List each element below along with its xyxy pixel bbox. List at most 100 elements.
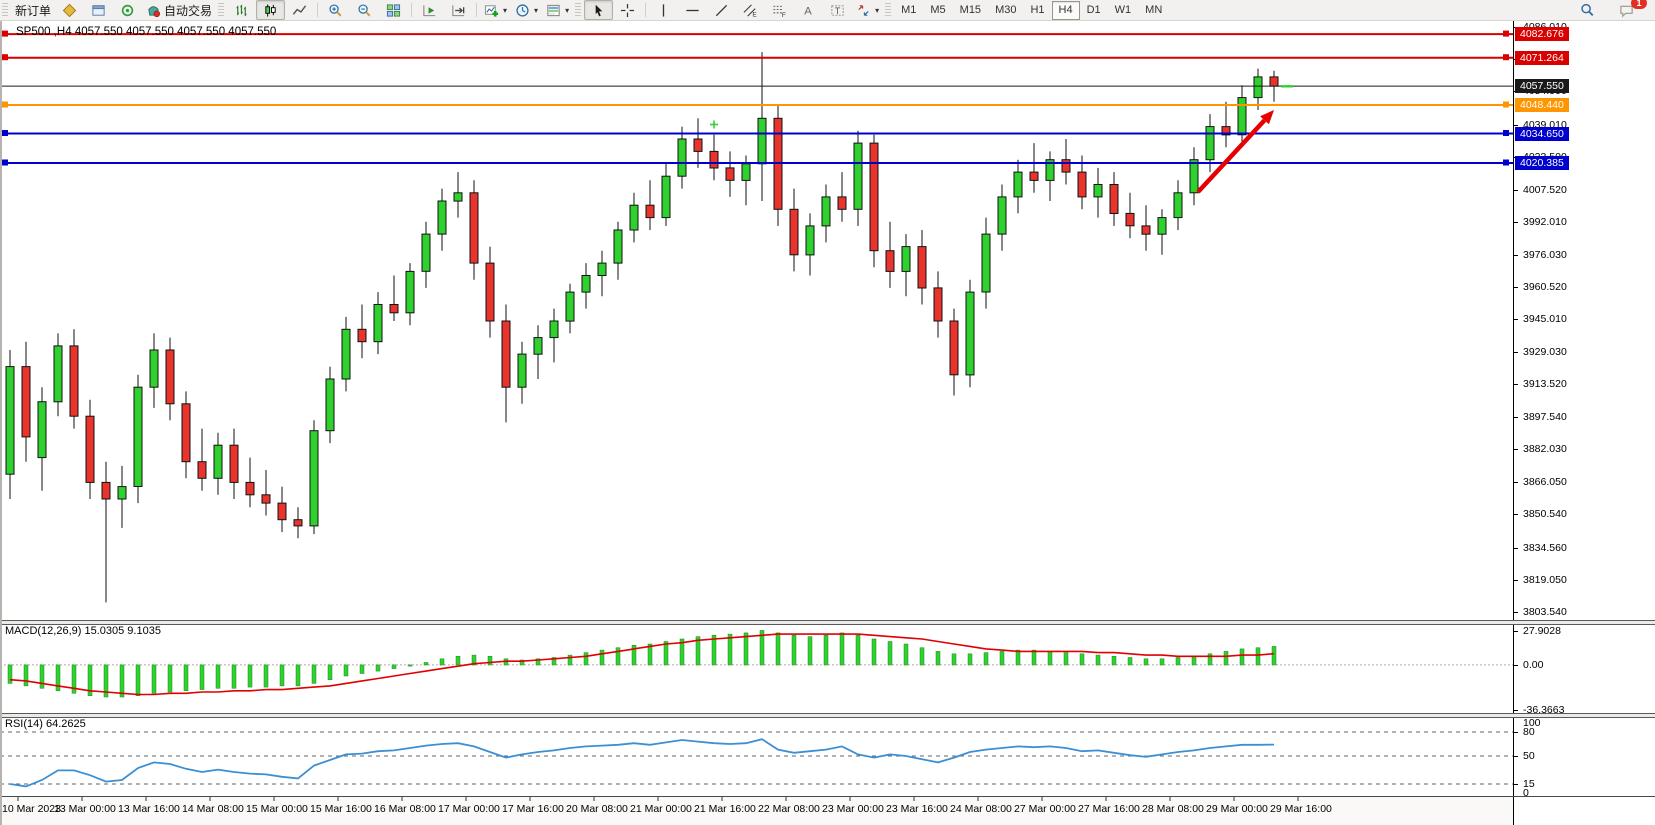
macd-histogram-bar — [71, 664, 77, 694]
main-toolbar: 新订单 自动交易 ▾ ▾ ▾ E F A T ▾ M1 M5 M15 M30 H1 H4 D1 W1 MN 1 — [0, 0, 1655, 21]
time-axis-label: 10 Mar 2023 — [2, 803, 61, 815]
tile-windows-button[interactable] — [379, 0, 408, 20]
hline-right-handle[interactable] — [1503, 54, 1509, 61]
candlestick-chart-button[interactable] — [256, 0, 286, 20]
new-order-button[interactable]: 新订单 — [11, 0, 55, 20]
macd-histogram-bar — [135, 664, 141, 696]
toolbar-separator — [317, 3, 319, 17]
tile-windows-icon — [386, 3, 401, 18]
trendline-button[interactable] — [707, 0, 736, 20]
pane-splitter-macd[interactable] — [0, 620, 1655, 625]
macd-histogram-bar — [215, 664, 221, 689]
auto-trading-button-label: 自动交易 — [164, 3, 213, 18]
auto-trading-button[interactable]: 自动交易 — [142, 0, 216, 20]
hline-right-handle[interactable] — [1503, 30, 1509, 37]
hline-left-handle[interactable] — [2, 101, 8, 108]
periods-button[interactable]: ▾ — [511, 0, 542, 20]
macd-histogram-bar — [1255, 647, 1261, 666]
hline-right-handle[interactable] — [1503, 101, 1509, 108]
timeframe-m5-button[interactable]: M5 — [930, 4, 946, 16]
indicators-button[interactable]: ▾ — [480, 0, 511, 20]
candle — [325, 366, 335, 444]
trend-arrow[interactable] — [1196, 110, 1274, 194]
dropdown-caret-icon[interactable]: ▾ — [534, 5, 539, 15]
macd-histogram-bar — [471, 654, 477, 666]
vertical-line-button[interactable] — [649, 0, 678, 20]
line-chart-icon — [292, 3, 307, 18]
dropdown-caret-icon[interactable]: ▾ — [503, 5, 508, 15]
hline-right-handle[interactable] — [1503, 159, 1509, 166]
text-icon: A — [801, 3, 816, 18]
chart-shift-button[interactable] — [444, 0, 473, 20]
candle — [1253, 68, 1263, 110]
hline-left-handle[interactable] — [2, 54, 8, 61]
timeframe-m30-button[interactable]: M30 — [995, 4, 1017, 16]
fibonacci-button[interactable]: F — [765, 0, 794, 20]
bar-chart-icon — [234, 3, 249, 18]
arrows-button[interactable]: ▾ — [852, 0, 883, 20]
search-button[interactable] — [1573, 0, 1602, 20]
auto-scroll-button[interactable] — [415, 0, 444, 20]
macd-histogram-bar — [199, 664, 205, 690]
svg-text:E: E — [752, 11, 757, 17]
price-tag: 4071.264 — [1515, 50, 1569, 65]
data-window-button[interactable] — [84, 0, 113, 20]
macd-histogram-bar — [967, 653, 973, 666]
dropdown-caret-icon[interactable]: ▾ — [875, 5, 880, 15]
time-axis-strip — [0, 797, 1655, 825]
market-watch-button[interactable] — [55, 0, 84, 20]
candle — [1093, 167, 1103, 218]
crosshair-button[interactable] — [613, 0, 642, 20]
timeframe-m15-button[interactable]: M15 — [959, 4, 982, 16]
price-tick-label: 3866.050 — [1523, 476, 1567, 489]
navigator-button[interactable] — [113, 0, 142, 20]
macd-histogram-bar — [887, 641, 893, 666]
price-tick-label: 3897.540 — [1523, 411, 1567, 424]
candle — [629, 192, 639, 243]
text-button[interactable]: A — [794, 0, 823, 20]
zoom-out-button[interactable] — [350, 0, 379, 20]
timeframe-h4-button[interactable]: H4 — [1051, 0, 1080, 20]
hline-left-handle[interactable] — [2, 159, 8, 166]
notification-badge: 1 — [1631, 0, 1647, 9]
macd-histogram-bar — [183, 664, 189, 692]
zoom-in-button[interactable] — [321, 0, 350, 20]
macd-histogram-bar — [663, 641, 669, 666]
price-tick-label: 3992.010 — [1523, 215, 1567, 228]
hline-left-handle[interactable] — [2, 130, 8, 136]
time-axis-label: 22 Mar 08:00 — [758, 803, 820, 815]
cursor-button[interactable] — [584, 0, 614, 20]
data-window-icon — [91, 3, 106, 18]
price-tick-mark — [1514, 384, 1518, 386]
candle — [437, 188, 447, 251]
chart-shift-icon — [451, 3, 466, 18]
equidistant-channel-button[interactable]: E — [736, 0, 765, 20]
line-chart-button[interactable] — [285, 0, 314, 20]
candle — [85, 399, 95, 499]
notifications-button[interactable]: 1 — [1612, 0, 1647, 20]
macd-histogram-bar — [679, 638, 685, 666]
candle — [869, 134, 879, 268]
macd-histogram-bar — [39, 664, 45, 689]
macd-histogram-bar — [823, 635, 829, 666]
timeframe-m1-button[interactable]: M1 — [901, 4, 917, 16]
templates-button[interactable]: ▾ — [542, 0, 573, 20]
macd-histogram-bar — [1031, 649, 1037, 666]
hline-left-handle[interactable] — [2, 30, 8, 37]
horizontal-line-button[interactable] — [678, 0, 707, 20]
hline-right-handle[interactable] — [1503, 130, 1509, 136]
text-label-button[interactable]: T — [823, 0, 852, 20]
bar-chart-button[interactable] — [227, 0, 256, 20]
macd-histogram-bar — [647, 643, 653, 666]
candle — [1109, 172, 1119, 226]
timeframe-mn-button[interactable]: MN — [1145, 4, 1163, 16]
price-axis[interactable]: 4086.0104070.5004054.9904039.0104023.500… — [1513, 20, 1655, 825]
timeframe-h1-button[interactable]: H1 — [1030, 4, 1045, 16]
pane-splitter-rsi[interactable] — [0, 713, 1655, 718]
timeframe-d1-button[interactable]: D1 — [1086, 4, 1101, 16]
timeframe-w1-button[interactable]: W1 — [1114, 4, 1132, 16]
candle — [117, 465, 127, 528]
dropdown-caret-icon[interactable]: ▾ — [565, 5, 570, 15]
